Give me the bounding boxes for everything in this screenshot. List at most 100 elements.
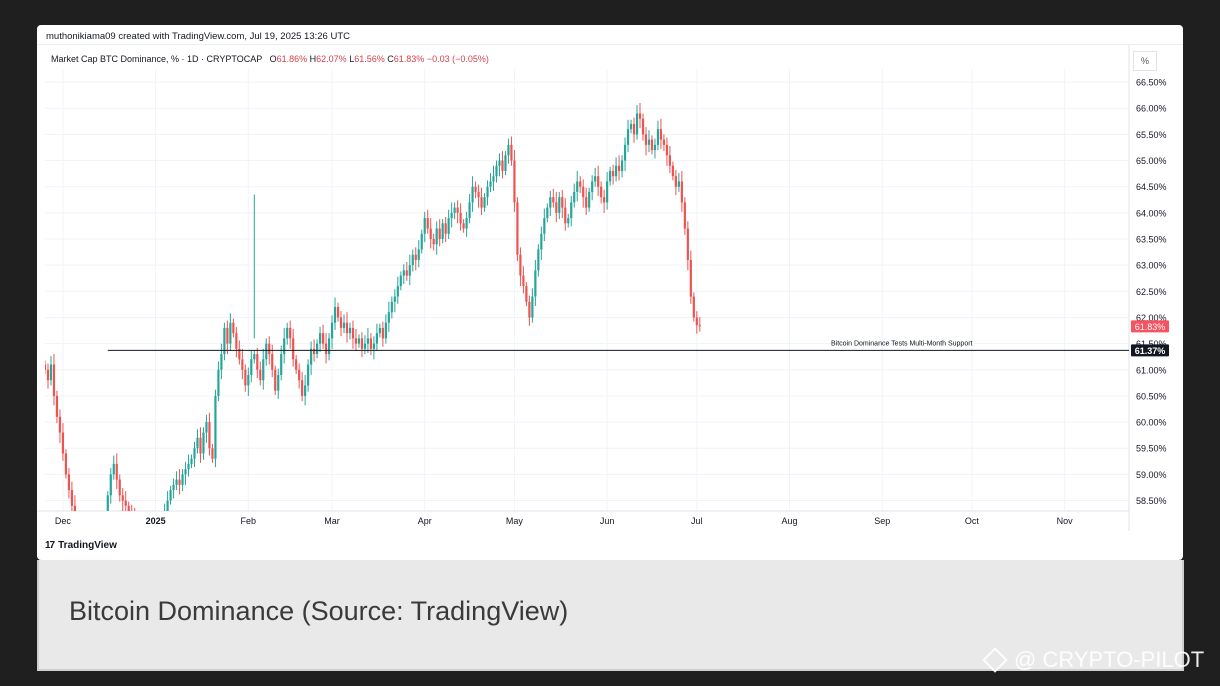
candle-body	[342, 322, 346, 328]
candle-body	[208, 422, 211, 449]
candle-body	[327, 338, 331, 355]
candle-body	[498, 160, 501, 166]
candle-body	[146, 537, 148, 542]
watermark-text: @ CRYPTO-PILOT	[1014, 647, 1205, 672]
y-tick-label: 64.50%	[1136, 182, 1167, 192]
candlestick-chart[interactable]: 66.50% 66.00% 65.50% 65.00% 64.50% 64.00% 63.5…	[37, 25, 1183, 560]
candle-body	[620, 160, 624, 171]
candle-body	[357, 338, 361, 344]
x-tick-label: Sep	[874, 516, 890, 526]
y-tick-label: 61.00%	[1136, 365, 1167, 375]
candle-body	[178, 479, 181, 485]
candle-body	[80, 527, 82, 532]
candle-body	[289, 327, 292, 339]
candle-body	[606, 181, 609, 203]
candle-body	[307, 364, 310, 386]
symbol-name: Market Cap BTC Dominance, % · 1D · CRYPT…	[51, 54, 263, 64]
candle-body	[641, 118, 645, 135]
candle-body	[64, 453, 68, 475]
candle-body	[193, 448, 196, 459]
candle-body	[507, 144, 510, 156]
y-tick-label: 60.00%	[1136, 418, 1167, 428]
candle-body	[115, 463, 118, 480]
candle-body	[256, 354, 259, 370]
x-tick-label: Nov	[1057, 516, 1074, 526]
candle-body	[612, 171, 615, 177]
last-price-label: 61.83%	[1135, 322, 1166, 332]
candle-body	[677, 181, 680, 187]
candle-body	[674, 176, 677, 187]
candle-body	[229, 322, 232, 344]
candle-body	[339, 317, 343, 328]
open-value: 61.86%	[276, 54, 308, 64]
candle-body	[199, 437, 202, 454]
candle-body	[244, 369, 247, 386]
candle-body	[330, 322, 334, 339]
close-label: C	[387, 54, 394, 64]
candle-body	[629, 123, 633, 130]
candle-body	[603, 197, 606, 203]
candle-body	[158, 527, 160, 532]
candle-body	[196, 437, 199, 449]
candle-body	[131, 511, 133, 516]
candle-body	[190, 458, 193, 464]
candle-body	[638, 113, 642, 119]
candle-body	[247, 375, 250, 386]
candle-body	[127, 505, 130, 511]
candle-body	[277, 375, 280, 391]
candle-body	[453, 207, 456, 213]
x-tick-label: Mar	[324, 516, 340, 526]
candle-body	[49, 364, 53, 381]
candle-body	[124, 500, 127, 506]
candle-body	[211, 448, 214, 459]
candle-body	[686, 228, 689, 260]
candle-body	[441, 223, 444, 239]
candle-body	[465, 218, 468, 229]
candle-body	[235, 333, 238, 349]
candle-body	[253, 354, 256, 360]
candle-body	[665, 144, 669, 156]
y-tick-label: 66.00%	[1136, 104, 1167, 114]
last-price-tag	[1131, 320, 1169, 333]
candle-body	[369, 338, 373, 349]
close-value: 61.83%	[393, 54, 425, 64]
percent-scale-button[interactable]: %	[1133, 51, 1157, 71]
tradingview-logo[interactable]: 17 TradingView	[45, 540, 117, 551]
candle-body	[426, 218, 429, 229]
candle-body	[118, 479, 121, 496]
candle-body	[567, 218, 570, 224]
candle-body	[109, 474, 112, 496]
candle-body	[528, 301, 531, 318]
candle-body	[644, 134, 648, 145]
candle-body	[597, 176, 600, 187]
candle-body	[46, 369, 50, 381]
candle-body	[363, 343, 367, 349]
candle-body	[414, 254, 417, 260]
tradingview-logo-text: TradingView	[58, 540, 117, 551]
caption-box: Bitcoin Dominance (Source: TradingView)	[37, 560, 1184, 671]
x-tick-label: May	[506, 516, 524, 526]
candle-body	[534, 270, 537, 297]
candle-body	[250, 359, 253, 375]
candle-body	[45, 364, 47, 370]
candle-body	[387, 312, 390, 323]
candle-body	[408, 265, 411, 276]
candle-body	[474, 186, 477, 192]
candle-body	[181, 474, 184, 485]
candle-body	[265, 343, 268, 360]
candle-body	[101, 532, 103, 537]
candle-body	[659, 129, 663, 140]
candle-body	[504, 155, 507, 171]
candle-body	[576, 181, 579, 192]
candle-body	[384, 322, 387, 339]
candle-body	[632, 123, 636, 135]
candle-body	[345, 322, 349, 334]
candle-body	[432, 239, 435, 245]
candle-body	[280, 354, 283, 375]
candle-body	[324, 343, 328, 355]
candle-body	[626, 129, 630, 145]
candle-body	[683, 202, 686, 229]
candle-body	[537, 249, 540, 271]
high-value: 62.07%	[316, 54, 347, 64]
candle-body	[223, 327, 226, 355]
